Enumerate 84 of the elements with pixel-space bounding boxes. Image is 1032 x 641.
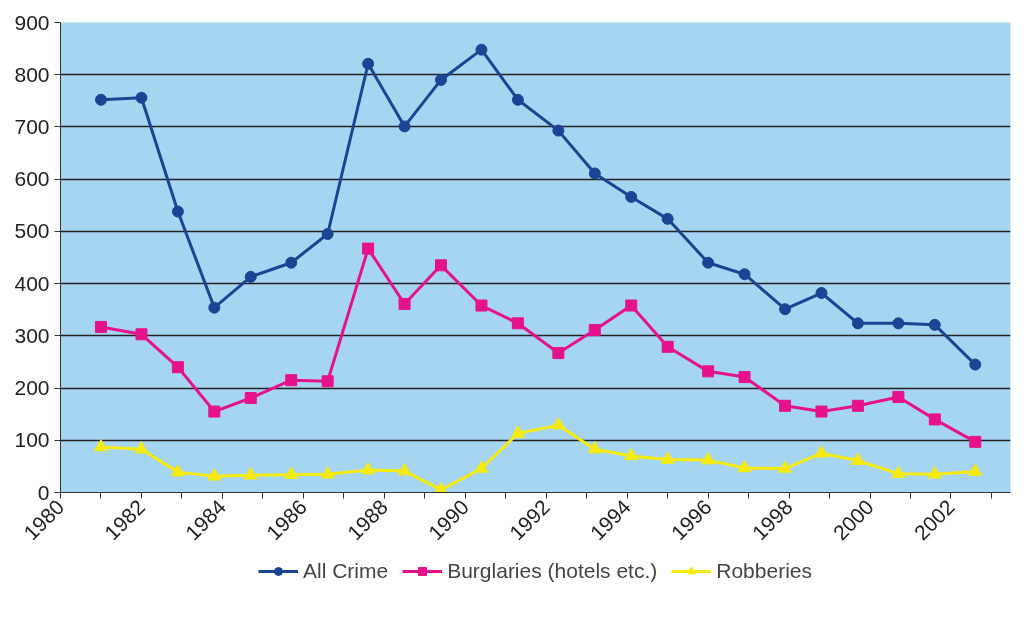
point xyxy=(510,425,525,438)
point xyxy=(814,445,829,458)
y-tick-label: 400 xyxy=(14,271,50,295)
point xyxy=(892,390,905,403)
point xyxy=(285,374,298,387)
point xyxy=(928,318,941,331)
legend-label: Robberies xyxy=(716,559,812,583)
point xyxy=(321,228,334,240)
point xyxy=(969,358,982,371)
point xyxy=(321,375,334,388)
point xyxy=(738,268,751,281)
legend-label: All Crime xyxy=(303,559,389,583)
point xyxy=(968,463,983,476)
y-tick-label: 800 xyxy=(14,62,50,86)
point xyxy=(661,212,674,225)
point xyxy=(815,405,828,418)
point xyxy=(475,299,488,312)
point xyxy=(511,93,524,106)
y-tick-label: 300 xyxy=(14,323,50,347)
point xyxy=(474,460,489,473)
point xyxy=(208,301,221,314)
point xyxy=(243,467,258,480)
point xyxy=(475,43,488,56)
point xyxy=(624,447,639,461)
point xyxy=(135,91,148,104)
point xyxy=(362,57,375,70)
point xyxy=(397,463,412,476)
point xyxy=(93,439,108,452)
y-tick-label: 700 xyxy=(14,114,50,138)
point xyxy=(587,441,602,454)
point xyxy=(891,465,906,478)
point xyxy=(434,73,447,86)
y-tick-label: 900 xyxy=(14,10,50,34)
point xyxy=(779,399,792,412)
point xyxy=(285,256,298,269)
point xyxy=(625,190,638,203)
point xyxy=(892,317,905,330)
point xyxy=(244,270,257,283)
point xyxy=(588,167,601,180)
point xyxy=(850,452,865,465)
point xyxy=(661,340,674,353)
point xyxy=(398,120,411,133)
point xyxy=(171,205,184,218)
point xyxy=(171,361,184,374)
point xyxy=(701,452,716,465)
point xyxy=(625,299,638,312)
point xyxy=(134,441,149,454)
y-tick-label: 600 xyxy=(14,167,50,191)
point xyxy=(927,466,942,479)
point xyxy=(94,93,107,106)
point xyxy=(702,365,715,378)
point xyxy=(778,460,793,473)
point xyxy=(552,347,565,360)
point xyxy=(928,413,941,426)
point xyxy=(588,324,601,337)
point xyxy=(737,459,752,473)
point xyxy=(244,391,257,404)
legend-label: Burglaries (hotels etc.) xyxy=(447,559,658,583)
point xyxy=(208,405,221,418)
point xyxy=(851,399,864,412)
point xyxy=(815,287,828,299)
point xyxy=(969,435,982,448)
point xyxy=(738,371,751,384)
point xyxy=(94,320,107,333)
point xyxy=(135,328,148,341)
point xyxy=(362,242,375,255)
y-tick-label: 500 xyxy=(14,219,50,243)
y-tick-label: 0 xyxy=(37,480,50,504)
point xyxy=(284,466,299,479)
point xyxy=(207,468,222,481)
point xyxy=(170,464,185,477)
point xyxy=(851,317,864,330)
point xyxy=(361,462,376,475)
point xyxy=(320,466,335,479)
point xyxy=(434,259,447,272)
point xyxy=(398,297,411,310)
point xyxy=(552,124,565,137)
point xyxy=(779,303,792,316)
point xyxy=(702,256,715,269)
y-tick-label: 200 xyxy=(14,376,50,400)
point xyxy=(660,451,675,464)
point xyxy=(511,317,524,330)
point xyxy=(551,417,566,430)
y-tick-label: 100 xyxy=(14,428,50,452)
